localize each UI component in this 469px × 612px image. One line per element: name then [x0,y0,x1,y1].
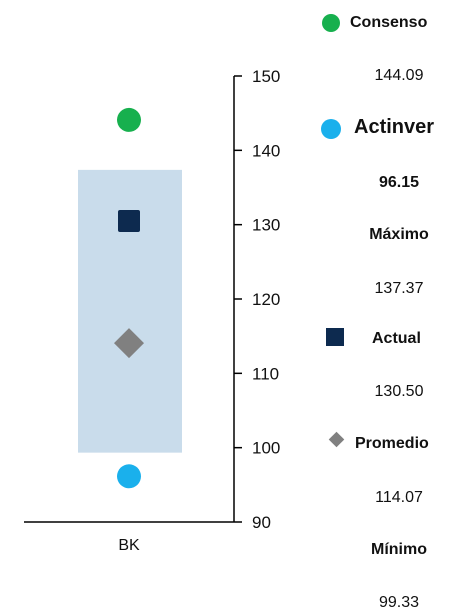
promedio-value: 114.07 [375,489,423,506]
y-tick-label-150: 150 [252,67,280,86]
minimo-value: 99.33 [378,594,420,611]
promedio-legend-label: Promedio [355,435,429,452]
y-tick-label-100: 100 [252,439,280,458]
consenso-value: 144.09 [374,67,424,84]
actinver-legend-swatch [321,119,341,139]
promedio-marker [114,328,144,359]
actual-legend-swatch [326,328,344,346]
consenso-marker [117,107,141,132]
y-tick-label-90: 90 [252,513,271,532]
x-category-label: BK [118,537,140,554]
actinver-marker [117,464,141,489]
minimo-label: Mínimo [371,541,427,558]
actual-legend-label: Actual [372,330,421,347]
consenso-legend-label: Consenso [350,14,428,31]
actual-value: 130.50 [374,383,424,400]
y-tick-label-140: 140 [252,141,280,160]
actinver-legend-label: Actinver [354,116,435,138]
maximo-label: Máximo [369,226,429,243]
y-tick-label-110: 110 [252,364,279,383]
price-chart: 90 100 110 120 130 140 150 BK [24,67,280,554]
maximo-value: 137.37 [374,280,424,297]
y-tick-label-130: 130 [252,216,280,235]
actual-marker [118,209,140,232]
consenso-legend-swatch [322,14,340,32]
y-tick-label-120: 120 [252,290,280,309]
actinver-value: 96.15 [378,174,420,191]
